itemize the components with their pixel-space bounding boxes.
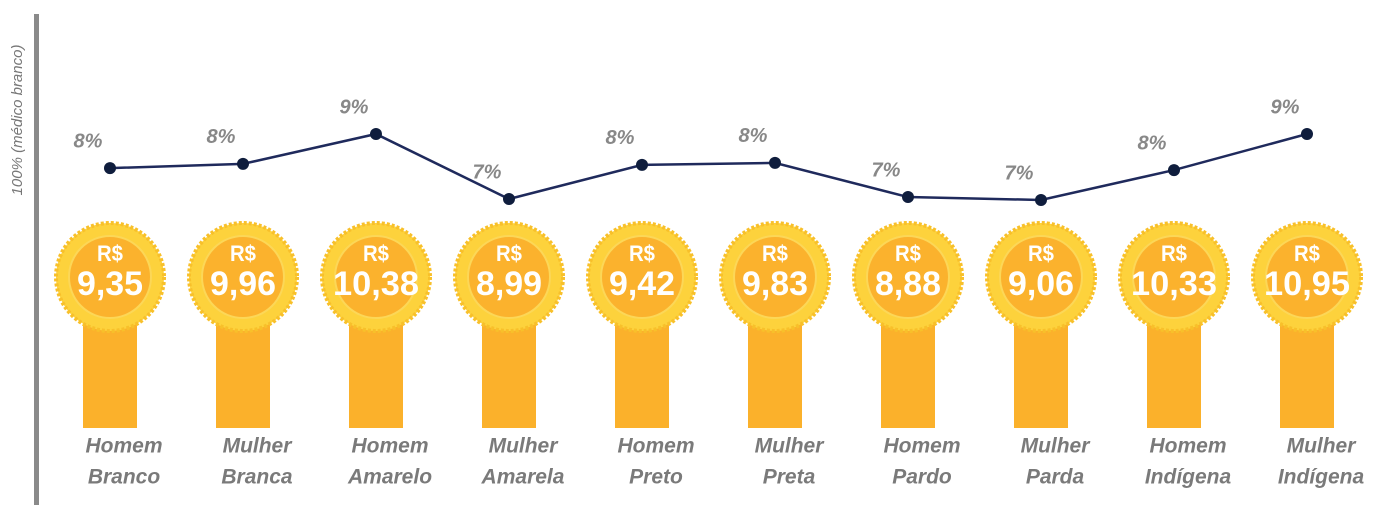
point — [1301, 128, 1313, 140]
x-tick-label: Branco — [88, 466, 161, 489]
ribbon — [615, 320, 669, 428]
x-tick-label: Homem — [883, 435, 960, 458]
data-label: 7% — [872, 159, 901, 181]
point — [902, 191, 914, 204]
x-tick-label: Pardo — [892, 466, 952, 489]
coin-inner — [866, 235, 950, 319]
coin-value: 10,95 — [1264, 265, 1350, 303]
currency-prefix: R$ — [1294, 241, 1320, 266]
point — [503, 193, 515, 205]
coin-inner — [600, 235, 684, 319]
data-label: 7% — [473, 161, 502, 183]
point — [237, 157, 249, 170]
currency-prefix: R$ — [1161, 241, 1187, 266]
y-axis-label: 100% (médico branco) — [9, 45, 26, 196]
ribbon — [83, 320, 137, 428]
currency-prefix: R$ — [895, 241, 921, 266]
coin-value: 10,33 — [1131, 265, 1217, 303]
point — [636, 158, 648, 171]
ribbon — [1147, 320, 1201, 428]
point — [769, 156, 781, 169]
coin-value: 9,35 — [77, 265, 143, 303]
ribbon — [748, 320, 802, 428]
data-label: 8% — [739, 125, 768, 147]
data-label: 8% — [606, 127, 635, 149]
coin-inner — [733, 235, 817, 319]
x-tick-label: Mulher — [489, 435, 560, 458]
ribbon — [881, 320, 935, 428]
point — [370, 128, 382, 140]
ribbon — [216, 320, 270, 428]
currency-prefix: R$ — [97, 241, 123, 266]
coin-inner — [1132, 235, 1216, 319]
data-label: 8% — [1138, 132, 1167, 154]
currency-prefix: R$ — [762, 241, 788, 266]
x-tick-label: Branca — [221, 466, 293, 489]
coin-value: 9,06 — [1008, 265, 1074, 303]
x-tick-label: Indígena — [1278, 466, 1365, 489]
data-label: 9% — [340, 96, 369, 118]
x-tick-label: Mulher — [755, 435, 826, 458]
ribbon — [482, 320, 536, 428]
line — [109, 132, 1308, 202]
ribbon — [349, 320, 403, 428]
currency-prefix: R$ — [1028, 241, 1054, 266]
data-label: 9% — [1271, 96, 1300, 118]
x-tick-label: Preto — [629, 466, 683, 489]
coin-inner — [201, 235, 285, 319]
point — [1168, 164, 1180, 177]
data-label: 8% — [207, 126, 236, 148]
x-tick-label: Mulher — [1021, 435, 1092, 458]
currency-prefix: R$ — [363, 241, 389, 266]
x-tick-label: Indígena — [1145, 466, 1232, 489]
coin-inner — [1265, 235, 1349, 319]
coin-value: 9,96 — [210, 265, 276, 303]
x-tick-label: Parda — [1026, 466, 1085, 489]
point — [1035, 193, 1047, 206]
point — [104, 162, 116, 175]
data-label: 8% — [74, 130, 103, 152]
data-label: 7% — [1005, 162, 1034, 184]
coin-value: 8,88 — [875, 265, 941, 303]
y-axis-bar — [34, 14, 39, 506]
coin-inner — [334, 235, 418, 319]
ribbon — [1014, 320, 1068, 428]
currency-prefix: R$ — [629, 241, 655, 266]
ribbon — [1280, 320, 1334, 428]
x-tick-label: Preta — [763, 466, 816, 489]
coin-value: 10,38 — [333, 265, 419, 303]
x-tick-label: Amarelo — [347, 466, 432, 489]
currency-prefix: R$ — [496, 241, 522, 266]
coin-value: 8,99 — [476, 265, 542, 303]
x-tick-label: Homem — [85, 435, 162, 458]
x-tick-label: Mulher — [223, 435, 294, 458]
coin-inner — [999, 235, 1083, 319]
x-tick-label: Amarela — [481, 466, 565, 489]
x-tick-label: Homem — [1149, 435, 1226, 458]
x-tick-label: Homem — [351, 435, 428, 458]
x-tick-label: Mulher — [1287, 435, 1358, 458]
coin-value: 9,83 — [742, 265, 808, 303]
x-tick-label: Homem — [617, 435, 694, 458]
coin-inner — [68, 235, 152, 319]
currency-prefix: R$ — [230, 241, 256, 266]
coin-value: 9,42 — [609, 265, 675, 303]
coin-inner — [467, 235, 551, 319]
